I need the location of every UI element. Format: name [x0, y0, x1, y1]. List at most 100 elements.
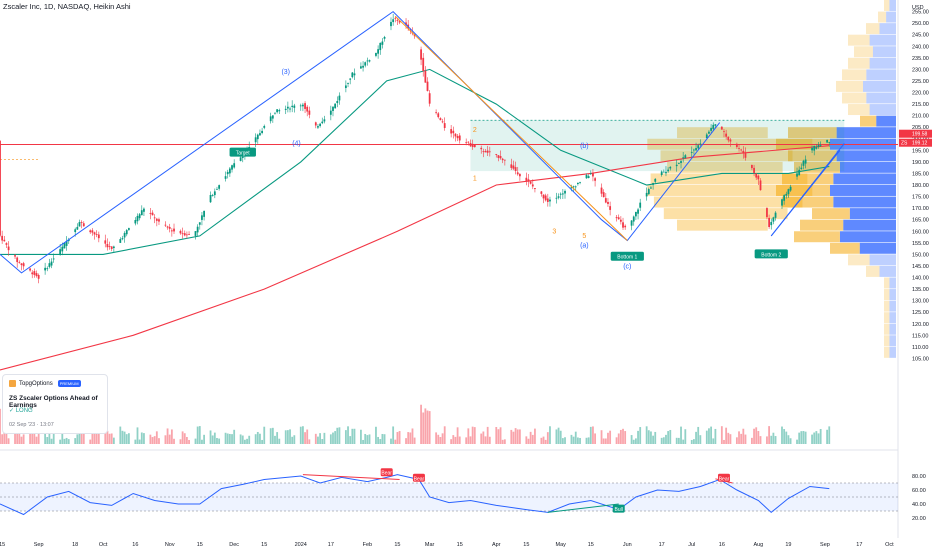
volume-profile-up-bar: [889, 300, 896, 312]
volume-profile-down-bar: [884, 346, 890, 358]
volume-bar: [181, 431, 184, 444]
volume-profile-down-bar: [878, 11, 887, 23]
volume-bar: [484, 436, 487, 444]
volume-bar: [48, 426, 51, 444]
volume-bar: [76, 434, 79, 444]
volume-bar: [531, 434, 534, 444]
candle-body: [529, 181, 532, 184]
volume-bar: [121, 430, 124, 444]
idea-card[interactable]: TopgOptions PREMIUM ZS Zscaler Options A…: [2, 374, 108, 434]
candle-body: [35, 273, 38, 277]
volume-bar: [20, 436, 23, 444]
time-tick-label: 15: [197, 542, 203, 548]
volume-bar: [35, 436, 38, 444]
volume-bar: [766, 436, 768, 444]
volume-bar: [546, 432, 549, 444]
candle-body: [473, 144, 476, 148]
volume-profile-down-bar: [830, 242, 860, 254]
volume-bar: [16, 433, 19, 444]
rsi-divergence-line: [302, 474, 400, 480]
volume-bar: [422, 412, 425, 444]
rsi-tag-label: Bear: [381, 471, 392, 477]
volume-bar: [239, 434, 242, 444]
volume-bar: [705, 430, 708, 444]
time-tick-label: 15: [0, 542, 5, 548]
volume-bar: [390, 438, 392, 444]
candle-body: [667, 169, 670, 172]
volume-bar: [471, 426, 474, 444]
volume-bar: [29, 433, 31, 444]
volume-bar: [592, 426, 594, 444]
candle-body: [317, 126, 319, 128]
candle-body: [76, 226, 79, 230]
volume-bar: [338, 427, 341, 444]
candle-body: [826, 139, 829, 143]
candle-body: [426, 81, 429, 91]
candle-body: [158, 219, 160, 222]
wave-label: (c): [623, 263, 631, 270]
price-tick-label: 115.00: [912, 333, 928, 339]
candle-body: [697, 145, 700, 149]
volume-bar: [602, 438, 605, 444]
candle-body: [559, 193, 562, 195]
candle-body: [727, 136, 730, 141]
trend-line: [394, 15, 628, 241]
candle-body: [650, 187, 652, 189]
candle-body: [108, 246, 111, 247]
candle-body: [50, 261, 53, 266]
volume-bar: [542, 436, 545, 444]
candle-body: [375, 52, 377, 56]
volume-profile-down-bar: [776, 185, 830, 196]
volume-bar: [585, 437, 588, 444]
anchored-profile-bar: [677, 219, 768, 231]
volume-bar: [392, 426, 395, 444]
volume-bar: [450, 439, 453, 444]
candle-body: [437, 113, 440, 118]
volume-bar: [0, 408, 1, 444]
candle-body: [813, 145, 816, 151]
volume-bar: [607, 432, 609, 444]
volume-bar: [720, 426, 723, 444]
candle-body: [254, 137, 257, 143]
volume-bar: [246, 438, 248, 444]
candle-body: [63, 243, 66, 249]
candle-body: [467, 141, 470, 143]
volume-bar: [495, 427, 498, 444]
volume-bar: [405, 438, 407, 444]
candle-body: [705, 134, 708, 139]
volume-bar: [278, 438, 281, 444]
candle-body: [544, 195, 547, 201]
volume-bar: [256, 431, 259, 444]
volume-bar: [274, 435, 276, 444]
volume-bar: [231, 434, 233, 444]
candle-body: [308, 110, 311, 115]
candle-body: [377, 49, 380, 54]
volume-bar: [600, 430, 603, 444]
candle-body: [781, 199, 783, 206]
volume-bar: [50, 438, 53, 444]
volume-bar: [514, 428, 517, 444]
trend-line: [0, 10, 721, 274]
idea-brand: TopgOptions PREMIUM: [9, 380, 81, 387]
volume-profile-up-bar: [876, 115, 896, 127]
volume-bar: [377, 436, 380, 444]
candle-body: [497, 155, 500, 158]
candle-body: [323, 119, 326, 122]
candle-body: [218, 185, 221, 189]
time-tick-label: 17: [856, 542, 862, 548]
candle-body: [289, 108, 291, 110]
volume-bar: [289, 429, 291, 444]
volume-bar: [665, 434, 667, 444]
rsi-divergence-line: [547, 503, 619, 513]
volume-bar: [774, 436, 777, 444]
volume-profile-down-bar: [812, 208, 850, 220]
candle-body: [501, 158, 504, 161]
candle-body: [360, 66, 362, 69]
volume-bar: [441, 433, 444, 444]
time-tick-label: May: [556, 542, 567, 548]
volume-bar: [482, 431, 485, 444]
candle-body: [574, 186, 577, 188]
volume-bar: [276, 432, 279, 444]
volume-bar: [166, 428, 169, 444]
